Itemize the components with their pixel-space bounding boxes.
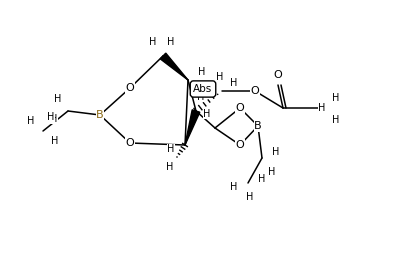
Text: Abs: Abs (194, 84, 213, 94)
Text: H: H (332, 115, 340, 125)
Text: B: B (254, 121, 262, 131)
Text: B: B (96, 110, 104, 120)
Text: O: O (274, 70, 282, 80)
Text: H: H (27, 116, 35, 126)
Text: H: H (149, 37, 157, 47)
Text: H: H (246, 192, 254, 202)
Text: O: O (126, 83, 134, 93)
Text: O: O (236, 140, 245, 150)
Text: H: H (332, 93, 340, 103)
Text: H: H (47, 112, 55, 122)
Text: H: H (268, 167, 276, 177)
Polygon shape (160, 53, 188, 80)
Text: O: O (250, 86, 260, 96)
Polygon shape (185, 110, 200, 145)
Text: H: H (230, 78, 238, 88)
Text: H: H (230, 182, 238, 192)
Text: O: O (126, 138, 134, 148)
Text: H: H (167, 144, 175, 154)
Text: H: H (51, 136, 59, 146)
Text: H: H (216, 72, 224, 82)
Text: H: H (272, 147, 280, 157)
Text: H: H (198, 67, 206, 77)
Text: H: H (258, 174, 266, 184)
Text: H: H (318, 103, 326, 113)
Text: H: H (55, 94, 62, 104)
Text: H: H (167, 37, 175, 47)
Text: H: H (198, 92, 205, 102)
Text: H: H (166, 162, 174, 172)
Text: H: H (50, 114, 58, 124)
Text: O: O (236, 103, 245, 113)
Text: H: H (203, 109, 211, 119)
